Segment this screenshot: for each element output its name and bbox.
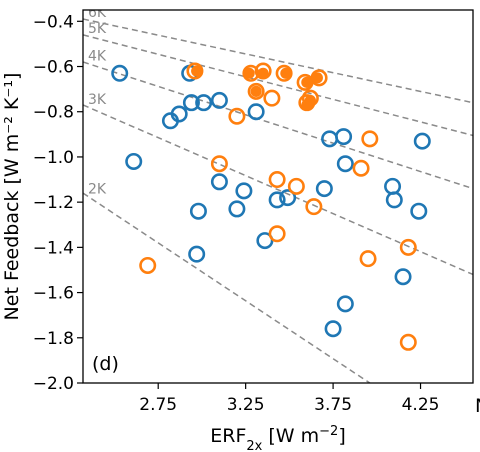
data-point-orange [359, 250, 377, 268]
data-point-orange [361, 130, 379, 148]
data-point-orange [228, 107, 246, 125]
iso-line-3k [83, 104, 473, 276]
data-point-blue [125, 152, 143, 170]
data-point-blue [324, 320, 342, 338]
x-tick-label: 3.25 [227, 395, 265, 415]
data-point-orange [352, 159, 370, 177]
x-tick-label: 2.75 [139, 395, 177, 415]
x-axis-label: ERF2x [W m−2] [210, 424, 346, 452]
x-tick-label: 4.25 [402, 395, 440, 415]
data-point-blue [410, 202, 428, 220]
iso-line-2k [83, 192, 371, 383]
data-point-orange [268, 225, 286, 243]
data-point-blue [189, 202, 207, 220]
data-point-blue [336, 155, 354, 173]
data-point-blue [247, 103, 265, 121]
data-point-orange [287, 177, 305, 195]
data-point-orange-filled [257, 67, 269, 79]
data-point-orange-filled [301, 99, 313, 111]
data-point-blue [188, 245, 206, 263]
panel-label: (d) [92, 353, 119, 375]
data-point-blue [315, 180, 333, 198]
data-point-orange [263, 89, 281, 107]
data-point-blue [336, 295, 354, 313]
iso-line-6k [83, 18, 473, 104]
x-axis-label-unit: [W m [262, 425, 319, 447]
iso-line-5k [83, 34, 473, 137]
plot-frame [82, 9, 474, 384]
data-point-orange [399, 333, 417, 351]
y-tick-label: −1.0 [33, 148, 74, 168]
y-tick-label: −2.0 [33, 374, 74, 394]
data-point-orange-filled [250, 85, 262, 97]
data-point-blue [228, 200, 246, 218]
y-tick-label: −1.6 [33, 284, 74, 304]
y-tick-label: −0.6 [33, 58, 74, 78]
data-point-orange-filled [243, 67, 255, 79]
data-point-blue [210, 91, 228, 109]
cropped-legend-text: N [475, 395, 480, 417]
data-point-orange [247, 82, 265, 100]
data-point-blue [413, 132, 431, 150]
data-point-orange-filled [301, 76, 313, 88]
data-point-blue [195, 94, 213, 112]
iso-label-4k: 4K [88, 49, 107, 65]
data-point-blue [111, 64, 129, 82]
data-point-blue [235, 182, 253, 200]
data-point-orange [399, 238, 417, 256]
data-point-blue [384, 177, 402, 195]
data-point-orange-filled [191, 65, 203, 77]
data-point-blue [321, 130, 339, 148]
data-point-blue [394, 268, 412, 286]
data-point-blue [182, 94, 200, 112]
y-axis-label: Net Feedback [W m⁻² K⁻¹] [1, 73, 23, 321]
data-point-blue [335, 128, 353, 146]
iso-label-2k: 2K [88, 181, 107, 197]
x-tick-label: 3.75 [314, 395, 352, 415]
point-layer [111, 62, 431, 351]
data-point-orange [139, 256, 157, 274]
iso-label-5k: 5K [88, 21, 107, 37]
y-tick-label: −1.4 [33, 238, 74, 258]
data-point-orange-filled [311, 72, 323, 84]
iso-label-3k: 3K [88, 92, 107, 108]
data-point-blue [279, 189, 297, 207]
data-point-blue [385, 191, 403, 209]
iso-label-6k: 6K [88, 5, 107, 21]
x-axis-label-superscript: −2 [319, 424, 338, 439]
x-axis-label-subscript: 2x [246, 439, 262, 452]
x-axis-label-main: ERF [210, 425, 246, 447]
iso-line-4k [83, 61, 473, 190]
data-point-orange [210, 155, 228, 173]
data-point-blue [170, 105, 188, 123]
data-point-orange [305, 198, 323, 216]
y-tick-label: −1.8 [33, 329, 74, 349]
data-point-blue [210, 173, 228, 191]
data-point-orange [268, 171, 286, 189]
x-axis-label-unit-end: ] [338, 425, 345, 447]
data-point-blue [268, 191, 286, 209]
tick-layer: 2.75 3.25 3.75 4.25 −2.0 −1.8 −1.6 −1.4 −1.2 −1.0… [33, 12, 440, 415]
data-point-orange-filled [280, 67, 292, 79]
y-tick-label: −0.8 [33, 103, 74, 123]
y-tick-label: −1.2 [33, 193, 74, 213]
y-tick-label: −0.4 [33, 12, 74, 32]
